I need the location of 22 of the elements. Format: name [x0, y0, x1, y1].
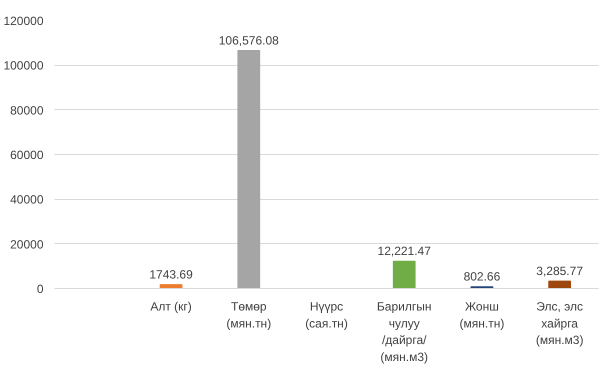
data-label: 12,221.47: [378, 244, 432, 258]
bar: [548, 280, 572, 288]
y-tick-label: 0: [36, 282, 44, 296]
y-tick-label: 40000: [10, 192, 44, 207]
data-label: 3,285.77: [536, 264, 584, 278]
data-label: 106,576.08: [218, 33, 280, 48]
y-tick-label: 100000: [3, 58, 44, 73]
x-tick-label: Төмөр (мян.тн): [226, 300, 272, 330]
x-tick-label: Нүүрс (сая.тн): [305, 300, 348, 330]
bar: [237, 50, 260, 288]
data-label: 1743.69: [149, 268, 194, 282]
bar: [392, 260, 416, 288]
x-tick-label: Алт (кг): [150, 300, 192, 314]
bar: [160, 284, 182, 288]
y-tick-label: 20000: [10, 237, 44, 252]
y-tick-label: 80000: [10, 103, 44, 118]
data-label: 802.66: [464, 270, 501, 284]
y-tick-label: 120000: [3, 14, 44, 28]
x-tick-label: Жонш (мян.тн): [460, 300, 504, 330]
x-tick-label: Элс, элс хайрга (мян.м3): [536, 300, 584, 348]
y-tick-label: 60000: [10, 148, 44, 162]
x-tick-label: Барилгын чулуу /дайрга/ (мян.м3): [376, 300, 432, 364]
